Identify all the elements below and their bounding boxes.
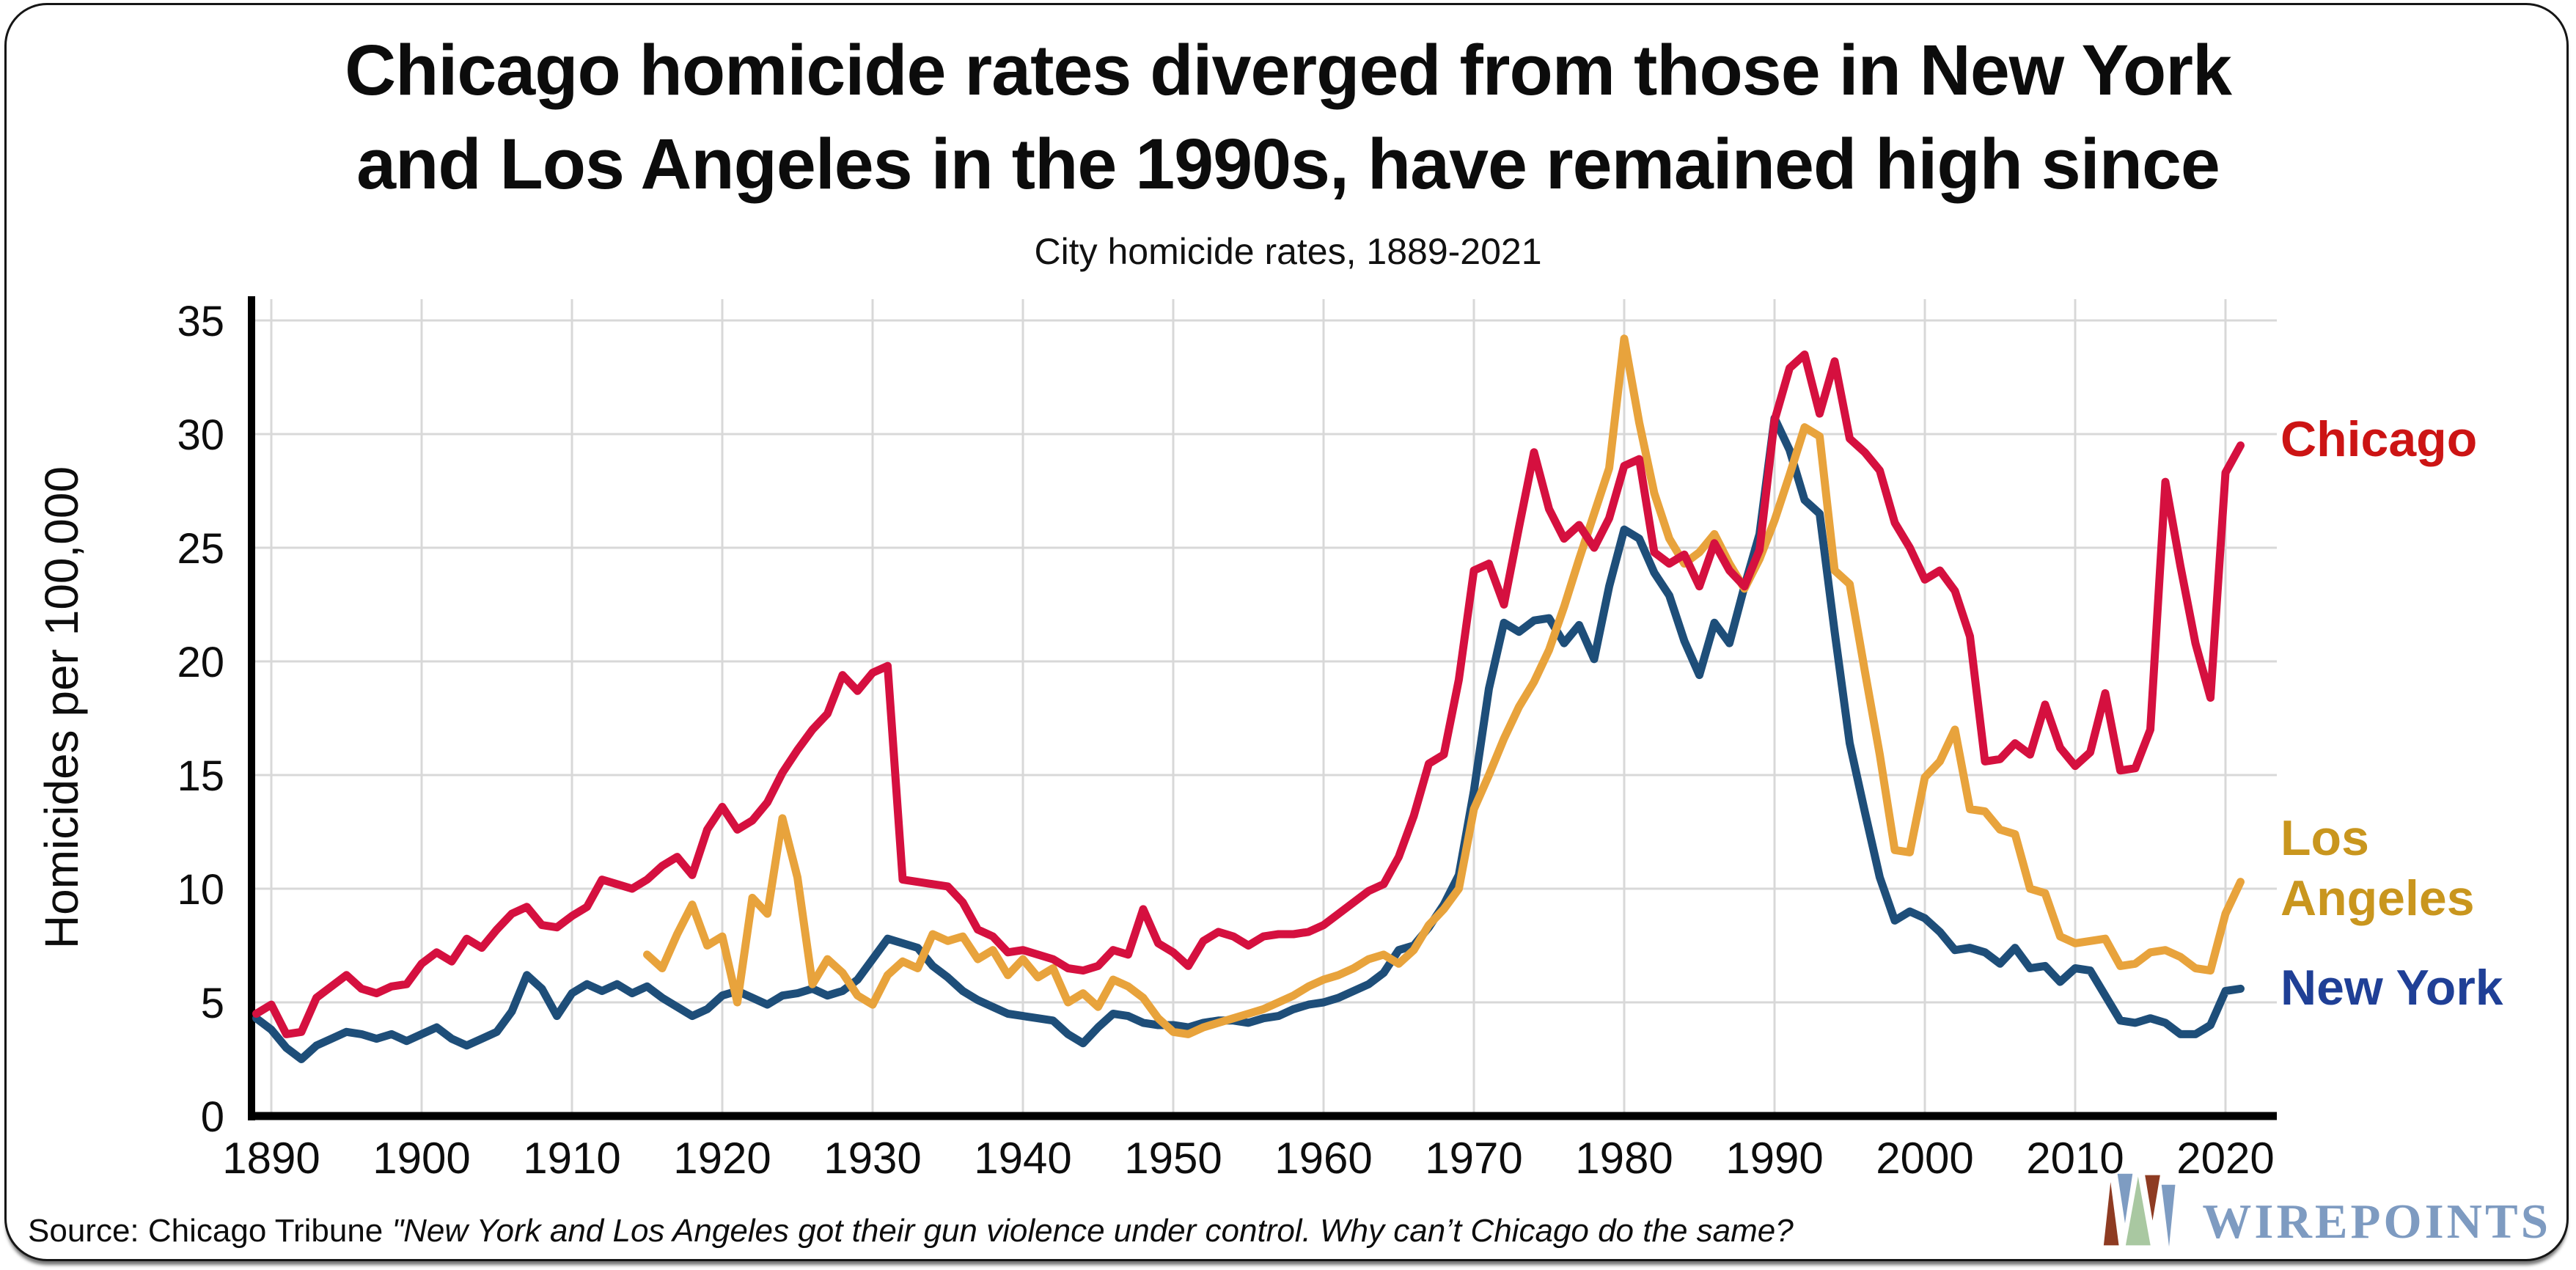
x-tick-label: 1910: [523, 1134, 620, 1183]
x-tick-label: 1940: [974, 1134, 1071, 1183]
chart-title-line1: Chicago homicide rates diverged from tho…: [345, 30, 2232, 110]
x-tick-label: 1930: [823, 1134, 921, 1183]
source-prefix: Source: Chicago Tribune: [28, 1213, 392, 1249]
y-tick-label: 10: [177, 866, 224, 914]
logo-triangle: [2126, 1176, 2151, 1246]
card-frame: [4, 3, 2569, 1261]
source-quote: "New York and Los Angeles got their gun …: [392, 1213, 1794, 1249]
chart-title-line2: and Los Angeles in the 1990s, have remai…: [356, 124, 2220, 205]
logo-triangle: [2118, 1173, 2133, 1224]
x-tick-label: 1950: [1124, 1134, 1222, 1183]
y-tick-label: 35: [177, 298, 224, 345]
chart-subtitle: City homicide rates, 1889-2021: [1034, 231, 1542, 273]
series-label-new-york: New York: [2280, 960, 2503, 1016]
x-tick-label: 1970: [1425, 1134, 1522, 1183]
series-line-new-york: [252, 414, 2245, 1063]
logo-triangle: [2162, 1184, 2176, 1247]
x-tick-label: 2000: [1876, 1134, 1973, 1183]
x-tick-label: 1920: [673, 1134, 771, 1183]
chart-header: Chicago homicide rates diverged from tho…: [0, 23, 2576, 273]
wirepoints-mark-icon: [2104, 1173, 2176, 1247]
y-tick-label: 0: [201, 1093, 224, 1141]
y-tick-label: 15: [177, 752, 224, 800]
wirepoints-logo: WIREPOINTS: [2102, 1159, 2551, 1251]
series-line-chicago: [252, 350, 2245, 1038]
series-label-los-angeles: Angeles: [2280, 870, 2475, 926]
x-tick-label: 2020: [2176, 1134, 2274, 1183]
x-tick-label: 1990: [1725, 1134, 1823, 1183]
series-label-chicago: Chicago: [2280, 411, 2477, 467]
y-tick-label: 5: [201, 980, 224, 1027]
x-tick-label: 1980: [1575, 1134, 1673, 1183]
series-line-los-angeles: [643, 334, 2245, 1038]
x-tick-label: 1890: [222, 1134, 320, 1183]
y-tick-label: 30: [177, 411, 224, 459]
wirepoints-wordmark: WIREPOINTS: [2202, 1194, 2551, 1249]
x-tick-label: 2010: [2026, 1134, 2124, 1183]
source-attribution: Source: Chicago Tribune "New York and Lo…: [28, 1213, 1794, 1249]
y-tick-label: 25: [177, 525, 224, 573]
logo-triangle: [2145, 1175, 2161, 1221]
y-axis-title: Homicides per 100,000: [35, 466, 88, 949]
x-tick-label: 1960: [1274, 1134, 1372, 1183]
logo-triangle: [2104, 1182, 2119, 1246]
y-tick-label: 20: [177, 639, 224, 686]
series-label-los-angeles: Los: [2280, 810, 2369, 866]
x-tick-label: 1900: [373, 1134, 470, 1183]
